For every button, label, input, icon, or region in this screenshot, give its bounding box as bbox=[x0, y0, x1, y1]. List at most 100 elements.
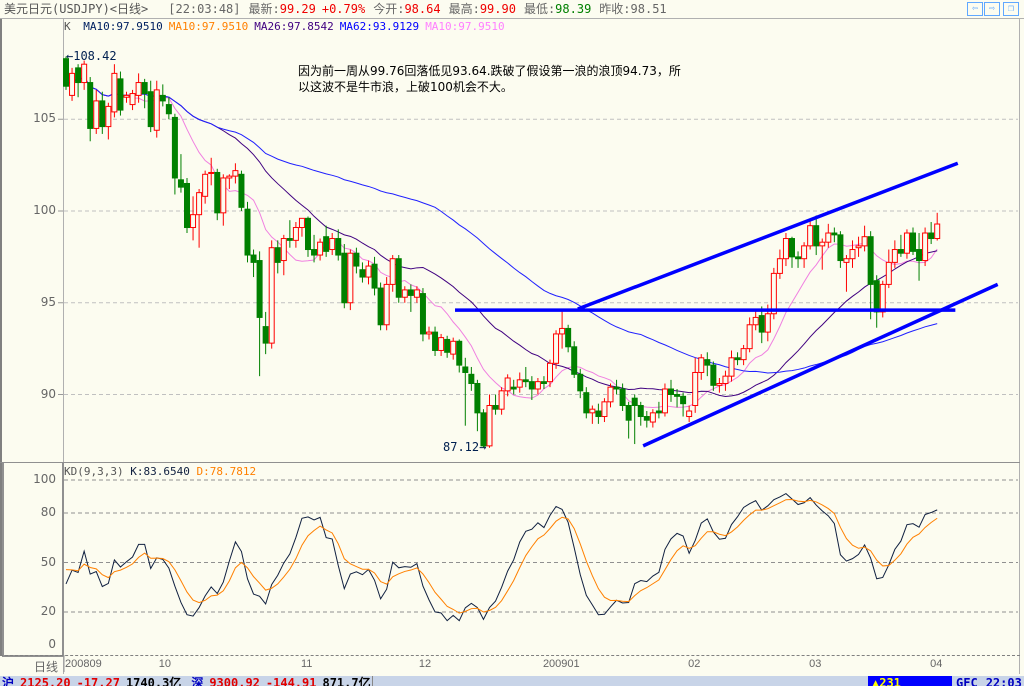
candle-down bbox=[522, 379, 529, 383]
candle-down bbox=[710, 364, 717, 386]
high-price: 99.90 bbox=[479, 2, 516, 16]
low-group: 最低: 98.39 bbox=[524, 0, 591, 18]
candle-up bbox=[190, 214, 197, 229]
candle-up bbox=[123, 94, 130, 98]
candle-up bbox=[534, 381, 541, 390]
candle-down bbox=[256, 260, 263, 318]
candle-down bbox=[214, 171, 221, 214]
price-tick-label: 105 bbox=[33, 111, 56, 126]
candle-down bbox=[583, 392, 590, 414]
candle-up bbox=[232, 170, 239, 177]
candle-up bbox=[208, 171, 215, 174]
candle-up bbox=[81, 63, 88, 84]
candle-up bbox=[891, 249, 898, 263]
candle-up bbox=[547, 362, 553, 383]
candle-up bbox=[153, 89, 160, 131]
arrow-left-icon[interactable]: ⇦ bbox=[967, 2, 983, 16]
candle-up bbox=[686, 410, 693, 418]
candle-up bbox=[849, 249, 856, 260]
ma-legend-item: MA10:97.9510 bbox=[83, 20, 163, 33]
sh-index: 2125.20 bbox=[20, 676, 71, 686]
kd-d-line bbox=[65, 498, 938, 614]
trendline bbox=[577, 161, 959, 311]
candle-up bbox=[764, 313, 771, 333]
candle-down bbox=[395, 258, 402, 298]
sz-amount: 871.7亿 bbox=[322, 676, 371, 686]
candle-down bbox=[87, 82, 94, 129]
restore-window-icon[interactable]: ❐ bbox=[1003, 2, 1019, 16]
candle-down bbox=[371, 263, 378, 289]
open-group: 今开: 98.64 bbox=[373, 0, 440, 18]
price-tick-label: 90 bbox=[40, 386, 56, 401]
panel-divider[interactable] bbox=[0, 462, 1020, 463]
candle-down bbox=[474, 382, 481, 414]
candle-down bbox=[184, 182, 190, 229]
candle-down bbox=[680, 395, 687, 405]
candle-down bbox=[510, 386, 517, 390]
candle-up bbox=[728, 357, 735, 377]
latest-price: 99.29 bbox=[279, 2, 316, 16]
candle-down bbox=[595, 410, 602, 418]
candle-down bbox=[432, 331, 439, 351]
candle-down bbox=[117, 78, 124, 111]
candle-down bbox=[63, 58, 69, 87]
candle-down bbox=[377, 287, 384, 326]
candle-down bbox=[468, 373, 475, 384]
candle-up bbox=[413, 289, 420, 298]
candle-down bbox=[831, 232, 838, 236]
candle-down bbox=[177, 179, 184, 188]
arrow-right-icon[interactable]: ⇨ bbox=[984, 2, 1000, 16]
candle-down bbox=[159, 94, 166, 102]
candle-down bbox=[353, 252, 360, 267]
candle-down bbox=[643, 416, 650, 421]
market-code[interactable]: GFC bbox=[956, 676, 978, 686]
candle-up bbox=[801, 245, 808, 260]
sh-amount: 1740.3亿 bbox=[125, 676, 182, 686]
candle-down bbox=[359, 269, 366, 278]
candle-up bbox=[776, 258, 783, 274]
max-price-value: 108.42 bbox=[73, 49, 117, 63]
candle-down bbox=[274, 247, 281, 263]
candle-down bbox=[341, 252, 348, 304]
candle-up bbox=[226, 175, 233, 179]
candle-up bbox=[486, 405, 493, 447]
k-label: K bbox=[64, 20, 71, 33]
candle-down bbox=[250, 254, 257, 263]
price-tick-label: 95 bbox=[40, 294, 56, 309]
candle-up bbox=[559, 327, 566, 335]
kd-tick-label: 100 bbox=[33, 472, 56, 486]
latest-label: 最新: bbox=[248, 2, 280, 16]
candle-down bbox=[795, 256, 802, 260]
kd-title: KD(9,3,3) bbox=[64, 465, 124, 478]
prev-close-label: 昨收: bbox=[599, 2, 631, 16]
kd-tick-label: 80 bbox=[40, 505, 56, 519]
right-border bbox=[1019, 19, 1020, 674]
candle-up bbox=[498, 390, 505, 410]
alert-badge[interactable]: ▲231 bbox=[868, 676, 952, 686]
ma-legend-item: MA26:97.8542 bbox=[254, 20, 334, 33]
candle-up bbox=[903, 232, 910, 254]
candle-up bbox=[819, 241, 826, 247]
candle-down bbox=[244, 208, 251, 256]
annotation-line-2: 以这波不是牛市浪，上破100机会不大。 bbox=[298, 80, 513, 94]
candle-down bbox=[141, 82, 148, 95]
min-price-value: 87.12 bbox=[443, 440, 480, 454]
kd-tick-label: 0 bbox=[48, 637, 56, 651]
candle-down bbox=[528, 381, 535, 390]
candle-down bbox=[916, 249, 923, 262]
candle-down bbox=[492, 405, 499, 410]
candle-up bbox=[129, 93, 136, 106]
kd-d-value: D:78.7812 bbox=[196, 465, 257, 478]
sh-label: 沪 bbox=[2, 676, 15, 686]
candle-up bbox=[807, 225, 814, 247]
kd-legend: KD(9,3,3) K:83.6540 D:78.7812 bbox=[64, 465, 256, 478]
candle-down bbox=[456, 340, 463, 366]
ma10-line bbox=[65, 75, 938, 409]
candle-up bbox=[698, 357, 705, 373]
candle-up bbox=[268, 247, 275, 344]
low-price: 98.39 bbox=[555, 2, 592, 16]
candle-down bbox=[655, 410, 662, 414]
status-bar: 沪 2125.20 -17.27 1740.3亿 深 9300.92 -144.… bbox=[0, 676, 1024, 686]
sz-label: 深 bbox=[191, 676, 204, 686]
